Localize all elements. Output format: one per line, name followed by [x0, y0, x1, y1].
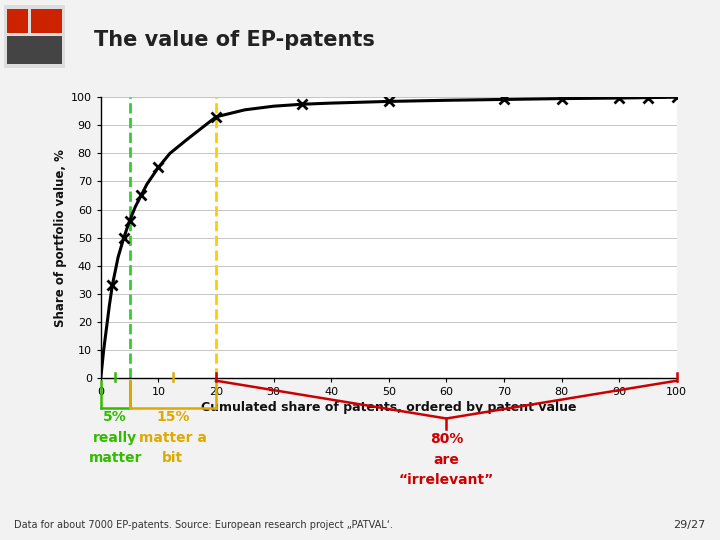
Text: matter: matter — [89, 451, 142, 465]
Text: 5%: 5% — [104, 410, 127, 424]
Text: 15%: 15% — [156, 410, 189, 424]
Y-axis label: Share of portfolio value, %: Share of portfolio value, % — [53, 148, 67, 327]
Text: Data for about 7000 EP-patents. Source: European research project „PATVAL‘.: Data for about 7000 EP-patents. Source: … — [14, 520, 393, 530]
Text: are: are — [433, 453, 459, 467]
Text: 80%: 80% — [430, 432, 463, 446]
Text: “irrelevant”: “irrelevant” — [399, 473, 494, 487]
Text: The value of EP-patents: The value of EP-patents — [94, 30, 374, 50]
Text: 29/27: 29/27 — [673, 520, 706, 530]
Text: bit: bit — [162, 451, 184, 465]
Bar — [31, 9, 62, 33]
Bar — [6, 9, 28, 33]
Bar — [6, 36, 62, 64]
Text: really: really — [93, 431, 138, 445]
Text: matter a: matter a — [139, 431, 207, 445]
X-axis label: Cumulated share of patents, ordered by patent value: Cumulated share of patents, ordered by p… — [201, 401, 577, 414]
